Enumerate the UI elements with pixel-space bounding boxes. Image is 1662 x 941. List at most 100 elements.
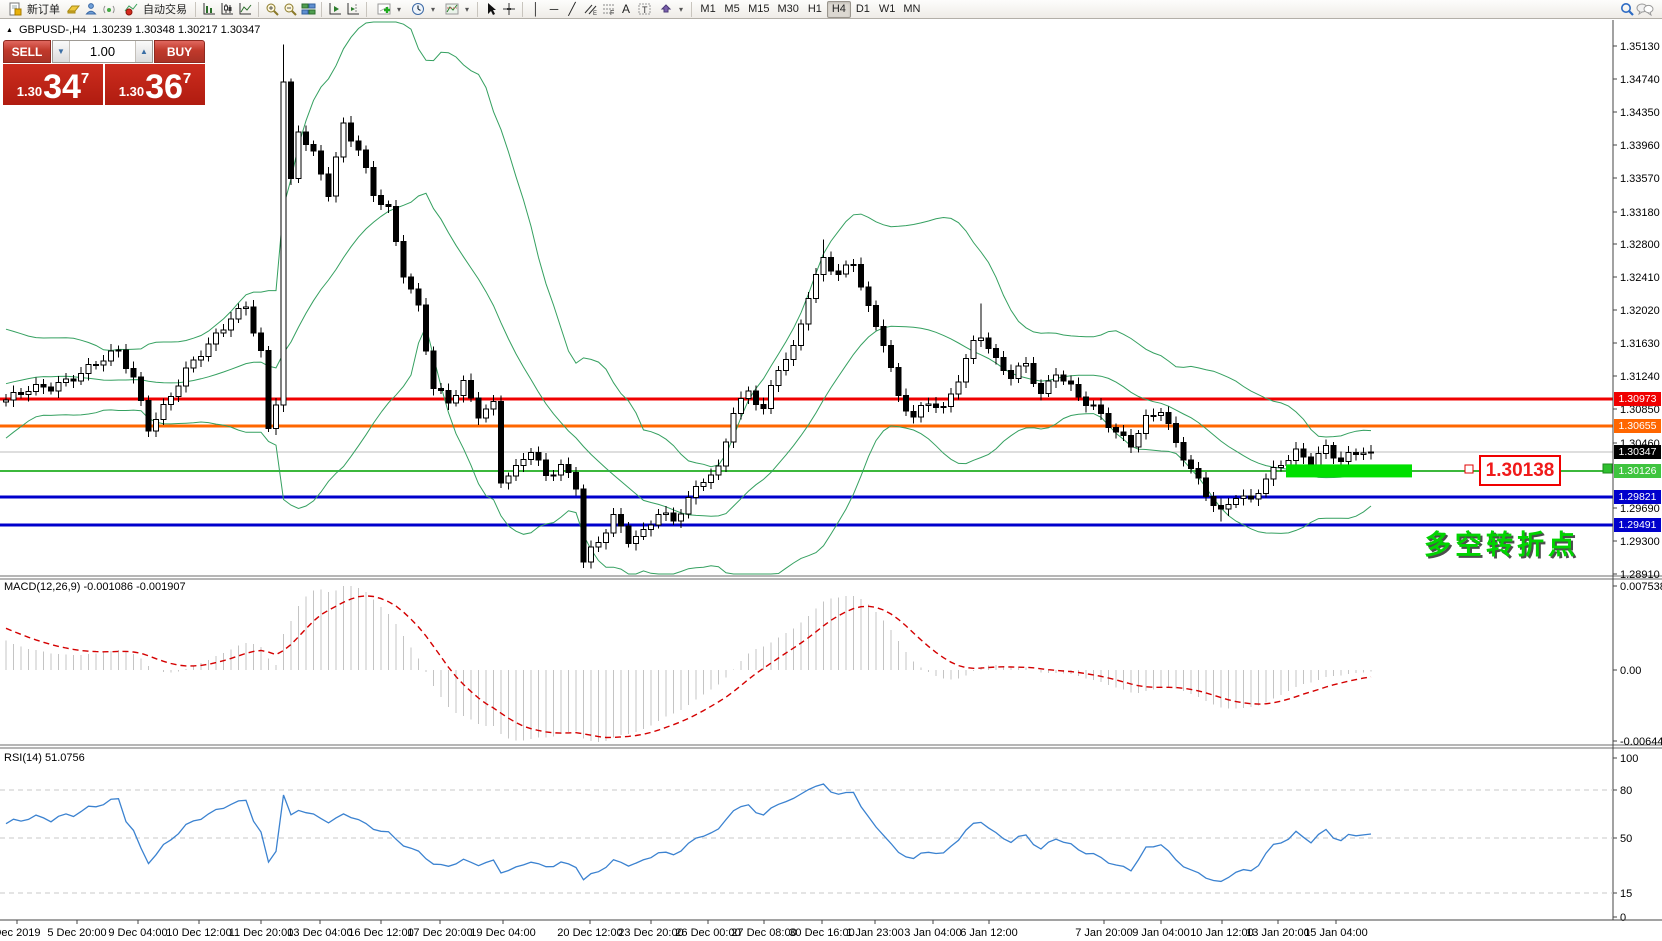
svg-text:13 Jan 20:00: 13 Jan 20:00 bbox=[1246, 927, 1310, 939]
macd-label: MACD(12,26,9) -0.001086 -0.001907 bbox=[4, 581, 186, 593]
tile-windows-icon[interactable] bbox=[299, 1, 317, 18]
price-tag-1.29491: 1.29491 bbox=[1614, 518, 1661, 532]
metaquotes-icon[interactable] bbox=[64, 1, 82, 18]
buy-quote-panel[interactable]: 1.30 36 7 bbox=[105, 64, 205, 105]
svg-text:7 Jan 20:00: 7 Jan 20:00 bbox=[1075, 927, 1133, 939]
svg-text:19 Dec 04:00: 19 Dec 04:00 bbox=[470, 927, 535, 939]
bar-chart-icon[interactable] bbox=[200, 1, 218, 18]
svg-text:1.30850: 1.30850 bbox=[1620, 404, 1660, 416]
timeframe-w1-button[interactable]: W1 bbox=[875, 1, 900, 18]
svg-text:1.34350: 1.34350 bbox=[1620, 107, 1660, 119]
timeframe-mn-button[interactable]: MN bbox=[899, 1, 924, 18]
price-tag-1.30973: 1.30973 bbox=[1614, 392, 1661, 406]
svg-text:27 Dec 08:00: 27 Dec 08:00 bbox=[731, 927, 796, 939]
indicators-button[interactable]: ▾ bbox=[371, 1, 405, 18]
new-order-button[interactable]: 新订单 bbox=[2, 1, 64, 18]
crosshair-icon[interactable] bbox=[500, 1, 518, 18]
timeframe-h1-button[interactable]: H1 bbox=[803, 1, 827, 18]
time-axis-labels[interactable]: Dec 2019 5 Dec 20:009 Dec 04:0010 Dec 12:… bbox=[0, 920, 1368, 939]
toolbar: 新订单 自动交易 bbox=[0, 0, 1662, 19]
dropdown-caret-icon: ▾ bbox=[465, 4, 470, 14]
sell-button[interactable]: SELL bbox=[3, 40, 51, 63]
horizontal-line-tool-icon[interactable]: ─ bbox=[549, 2, 559, 16]
sell-quote-panel[interactable]: 1.30 34 7 bbox=[3, 64, 103, 105]
sell-price-pipette: 7 bbox=[80, 70, 90, 87]
channel-tool-icon[interactable]: E bbox=[581, 1, 599, 18]
timeframe-m30-button[interactable]: M30 bbox=[773, 1, 802, 18]
separator bbox=[477, 1, 479, 17]
symbol-bar: ▲ GBPUSD-,H4 1.30239 1.30348 1.30217 1.3… bbox=[6, 24, 260, 36]
turning-point-note[interactable]: 多空转折点 bbox=[1424, 530, 1579, 560]
sell-price-prefix: 1.30 bbox=[16, 84, 43, 99]
zoom-in-icon[interactable] bbox=[263, 1, 281, 18]
signals-icon[interactable] bbox=[100, 1, 118, 18]
price-annotation-box[interactable]: 1.30138 bbox=[1479, 455, 1561, 486]
svg-text:1.32410: 1.32410 bbox=[1620, 272, 1660, 284]
svg-text:0.00: 0.00 bbox=[1620, 665, 1641, 677]
text-label-tool-icon[interactable]: T bbox=[635, 1, 653, 18]
svg-text:1.35130: 1.35130 bbox=[1620, 41, 1660, 53]
candlesticks[interactable] bbox=[3, 44, 1374, 569]
buy-button[interactable]: BUY bbox=[154, 40, 205, 63]
periods-button[interactable]: ▾ bbox=[405, 1, 439, 18]
separator bbox=[195, 1, 196, 17]
svg-text:10 Jan 12:00: 10 Jan 12:00 bbox=[1190, 927, 1254, 939]
svg-text:20 Dec 12:00: 20 Dec 12:00 bbox=[557, 927, 622, 939]
symbol-ohlc: 1.30239 1.30348 1.30217 1.30347 bbox=[92, 24, 261, 36]
timeframe-m5-button[interactable]: M5 bbox=[720, 1, 744, 18]
horizontal-lines[interactable] bbox=[0, 397, 1613, 527]
zoom-out-icon[interactable] bbox=[281, 1, 299, 18]
trendline-tool-icon[interactable]: ╱ bbox=[568, 2, 576, 16]
svg-text:80: 80 bbox=[1620, 785, 1632, 797]
volume-field: ▼ 1.00 ▲ bbox=[52, 40, 153, 63]
svg-text:50: 50 bbox=[1620, 833, 1632, 845]
timeframe-m1-button[interactable]: M1 bbox=[696, 1, 720, 18]
cursor-icon[interactable] bbox=[482, 1, 500, 18]
svg-text:1.33570: 1.33570 bbox=[1620, 173, 1660, 185]
price-tag-1.30655: 1.30655 bbox=[1614, 419, 1661, 433]
timeframe-d1-button[interactable]: D1 bbox=[851, 1, 875, 18]
fibonacci-tool-icon[interactable]: F bbox=[599, 1, 617, 18]
templates-button[interactable]: ▾ bbox=[439, 1, 473, 18]
price-tag-1.29821: 1.29821 bbox=[1614, 490, 1661, 504]
separator bbox=[366, 1, 367, 17]
macd-signal-line bbox=[5, 595, 1372, 739]
svg-text:0.007538: 0.007538 bbox=[1620, 581, 1662, 593]
svg-text:1.29690: 1.29690 bbox=[1620, 503, 1660, 515]
dropdown-caret-icon: ▾ bbox=[679, 4, 684, 14]
community-chat-icon[interactable] bbox=[1636, 1, 1654, 18]
svg-text:10 Dec 12:00: 10 Dec 12:00 bbox=[166, 927, 231, 939]
autotrading-label: 自动交易 bbox=[143, 4, 187, 16]
autotrading-button[interactable]: 自动交易 bbox=[118, 1, 191, 18]
candlestick-chart-icon[interactable] bbox=[218, 1, 236, 18]
search-icon[interactable] bbox=[1618, 1, 1636, 18]
line-chart-icon[interactable] bbox=[236, 1, 254, 18]
svg-text:1.28910: 1.28910 bbox=[1620, 569, 1660, 581]
line-marker-0[interactable] bbox=[1464, 464, 1474, 474]
volume-value[interactable]: 1.00 bbox=[70, 41, 135, 62]
buy-price-big: 36 bbox=[145, 68, 183, 107]
svg-text:6 Jan 12:00: 6 Jan 12:00 bbox=[960, 927, 1018, 939]
svg-text:1.33960: 1.33960 bbox=[1620, 140, 1660, 152]
svg-text:1.29300: 1.29300 bbox=[1620, 536, 1660, 548]
profile-icon[interactable] bbox=[82, 1, 100, 18]
sell-price-big: 34 bbox=[43, 68, 81, 107]
arrows-tool-icon bbox=[657, 1, 675, 18]
text-tool-icon[interactable]: A bbox=[622, 2, 631, 16]
auto-scroll-icon[interactable] bbox=[326, 1, 344, 18]
timeframe-h4-button[interactable]: H4 bbox=[826, 0, 851, 18]
volume-decrease-button[interactable]: ▼ bbox=[53, 41, 70, 62]
vertical-line-tool-icon[interactable]: │ bbox=[532, 2, 540, 16]
highlight-segment[interactable] bbox=[1286, 464, 1412, 478]
svg-text:E: E bbox=[593, 11, 597, 16]
svg-text:15: 15 bbox=[1620, 888, 1632, 900]
line-marker-1[interactable] bbox=[1602, 463, 1613, 474]
timeframe-m15-button[interactable]: M15 bbox=[744, 1, 773, 18]
volume-increase-button[interactable]: ▲ bbox=[135, 41, 152, 62]
bollinger-upper-band bbox=[5, 21, 1372, 468]
chart-shift-icon[interactable] bbox=[344, 1, 362, 18]
one-click-trading-panel: SELL ▼ 1.00 ▲ BUY 1.30 34 7 1.30 36 7 bbox=[3, 40, 205, 105]
arrows-tool-button[interactable]: ▾ bbox=[653, 1, 687, 18]
